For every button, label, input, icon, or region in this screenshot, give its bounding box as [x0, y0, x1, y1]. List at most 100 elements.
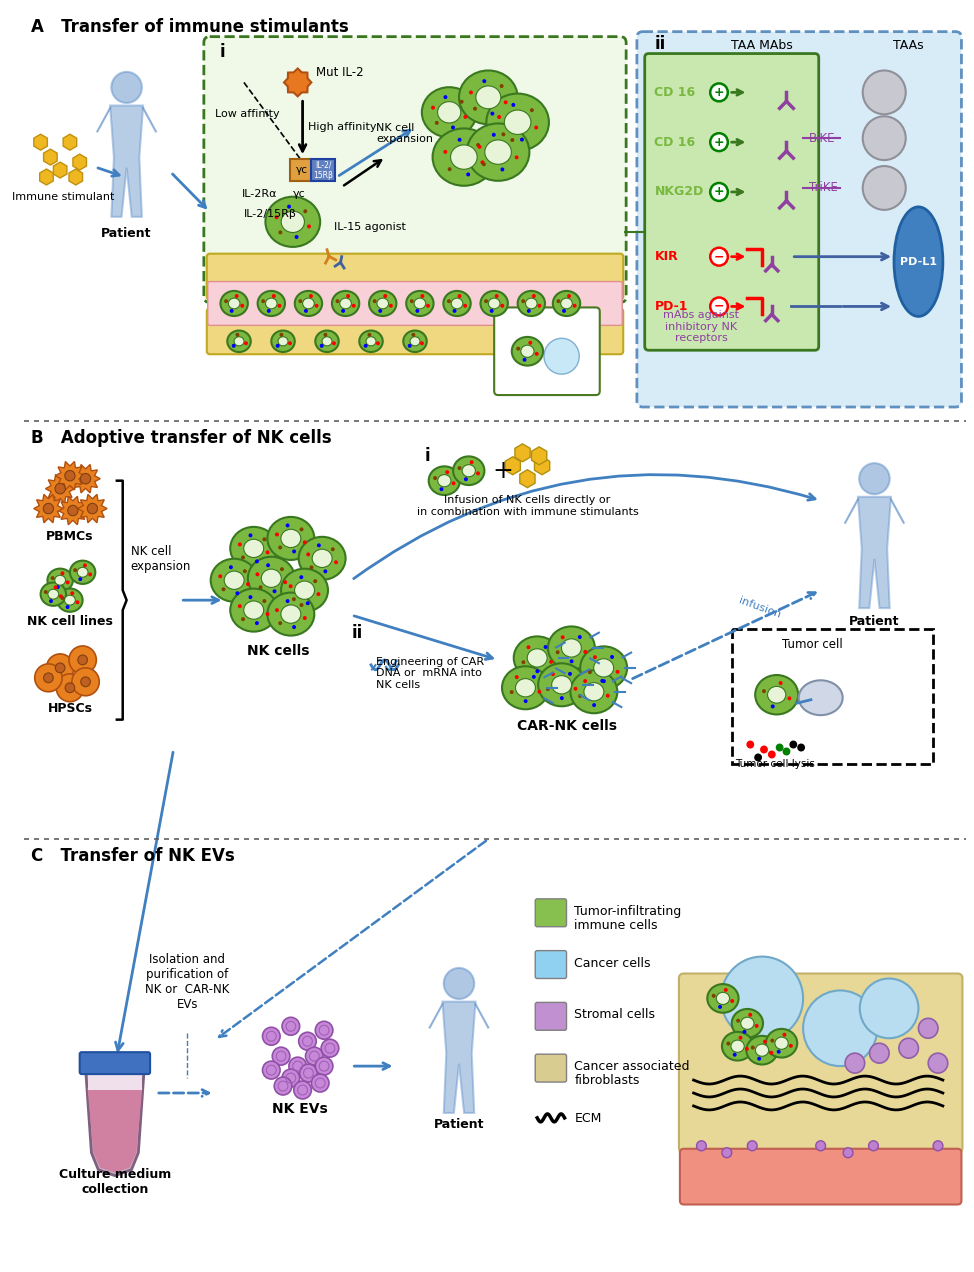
Circle shape [255, 560, 259, 563]
Circle shape [346, 294, 350, 298]
Circle shape [230, 309, 234, 313]
Circle shape [583, 650, 587, 654]
Circle shape [602, 679, 606, 683]
Circle shape [782, 748, 790, 756]
Circle shape [490, 309, 494, 313]
Text: +: + [714, 186, 725, 198]
Text: γc: γc [293, 190, 306, 198]
Circle shape [501, 168, 505, 172]
Circle shape [300, 528, 304, 532]
Ellipse shape [65, 471, 75, 481]
Text: ii: ii [352, 625, 362, 642]
Circle shape [70, 591, 74, 595]
Ellipse shape [44, 673, 54, 683]
Circle shape [60, 571, 64, 575]
Text: PD-L1: PD-L1 [900, 257, 937, 267]
Circle shape [467, 173, 470, 177]
Ellipse shape [551, 675, 572, 695]
Circle shape [266, 563, 270, 567]
Circle shape [443, 150, 447, 154]
Circle shape [54, 585, 57, 589]
Circle shape [574, 687, 578, 691]
Text: B   Adoptive transfer of NK cells: B Adoptive transfer of NK cells [31, 429, 331, 446]
Circle shape [331, 547, 335, 551]
Circle shape [317, 543, 320, 547]
Ellipse shape [332, 291, 359, 315]
Ellipse shape [526, 298, 537, 309]
Circle shape [770, 705, 774, 709]
Ellipse shape [716, 992, 730, 1005]
Circle shape [236, 333, 240, 337]
Ellipse shape [340, 298, 352, 309]
Text: Mut IL-2: Mut IL-2 [317, 66, 364, 79]
Text: +: + [714, 86, 725, 99]
Ellipse shape [266, 298, 278, 309]
Circle shape [300, 603, 304, 607]
Ellipse shape [81, 677, 91, 687]
Polygon shape [46, 474, 75, 502]
Circle shape [314, 579, 318, 583]
Circle shape [524, 700, 528, 703]
Circle shape [416, 309, 420, 313]
Circle shape [376, 341, 380, 345]
Ellipse shape [316, 331, 339, 352]
Circle shape [521, 299, 525, 303]
Circle shape [89, 572, 93, 576]
Circle shape [255, 621, 259, 625]
FancyBboxPatch shape [536, 1002, 567, 1030]
Ellipse shape [894, 207, 943, 317]
Circle shape [732, 1053, 736, 1057]
Ellipse shape [766, 1029, 797, 1057]
Circle shape [443, 95, 447, 99]
Circle shape [72, 668, 99, 696]
Circle shape [279, 230, 282, 234]
Circle shape [51, 576, 55, 580]
Circle shape [431, 106, 435, 109]
Circle shape [49, 599, 53, 603]
Polygon shape [58, 496, 88, 525]
Circle shape [300, 1065, 318, 1082]
Text: NK cell
expansion: NK cell expansion [131, 546, 191, 574]
Text: NK cells: NK cells [246, 644, 310, 658]
Circle shape [306, 602, 310, 605]
Text: High affinity: High affinity [309, 122, 377, 132]
Circle shape [863, 167, 906, 210]
Circle shape [722, 1147, 731, 1158]
Circle shape [312, 1074, 329, 1091]
Circle shape [616, 670, 619, 674]
Ellipse shape [322, 337, 332, 346]
Ellipse shape [377, 298, 389, 309]
Circle shape [535, 352, 539, 356]
Polygon shape [442, 1001, 475, 1113]
FancyBboxPatch shape [731, 630, 933, 764]
Circle shape [378, 309, 382, 313]
Ellipse shape [295, 291, 322, 315]
Circle shape [763, 1039, 767, 1044]
Ellipse shape [513, 636, 561, 679]
Text: Stromal cells: Stromal cells [575, 1009, 656, 1021]
Circle shape [288, 341, 292, 345]
Ellipse shape [48, 569, 73, 591]
Circle shape [859, 463, 889, 495]
Circle shape [65, 605, 69, 609]
Circle shape [721, 957, 804, 1040]
Text: infusion: infusion [737, 595, 782, 619]
Text: Culture medium
collection: Culture medium collection [58, 1168, 171, 1196]
Circle shape [532, 675, 536, 679]
Ellipse shape [281, 569, 328, 612]
Circle shape [843, 1147, 853, 1158]
Ellipse shape [548, 626, 595, 669]
Circle shape [65, 580, 69, 584]
Ellipse shape [303, 298, 315, 309]
Text: Cancer associated: Cancer associated [575, 1060, 690, 1074]
Circle shape [367, 333, 371, 337]
Polygon shape [284, 69, 312, 97]
Circle shape [696, 1141, 706, 1151]
Ellipse shape [366, 337, 376, 346]
Ellipse shape [56, 663, 65, 673]
Circle shape [298, 299, 302, 303]
Circle shape [520, 137, 524, 141]
Text: +: + [492, 459, 513, 483]
Circle shape [262, 599, 266, 603]
Text: Patient: Patient [849, 616, 900, 628]
